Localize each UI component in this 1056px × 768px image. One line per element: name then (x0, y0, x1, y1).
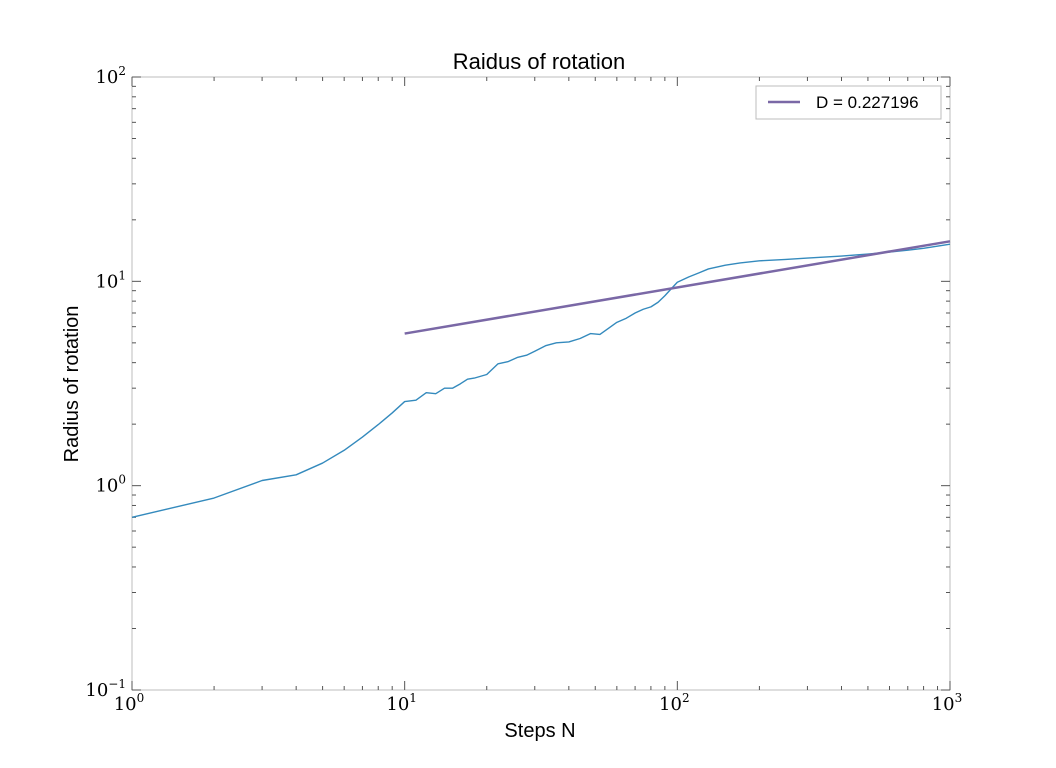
y-tick-labels: 10−1 100 101 102 (85, 64, 126, 701)
minor-ticks (132, 77, 950, 690)
y-tick-label: 102 (95, 64, 126, 88)
y-axis-label: Radius of rotation (61, 306, 83, 463)
plot-area (131, 76, 951, 691)
y-tick-label: 10−1 (85, 677, 126, 701)
y-tick-label: 101 (95, 268, 126, 292)
x-tick-label: 100 (114, 691, 145, 715)
major-ticks (131, 76, 951, 691)
x-tick-label: 101 (386, 691, 417, 715)
x-tick-label: 102 (659, 691, 690, 715)
series-layer (131, 240, 951, 519)
legend: D = 0.227196 (755, 85, 942, 120)
legend-label: D = 0.227196 (816, 93, 919, 112)
chart-title: Raidus of rotation (453, 49, 625, 74)
x-tick-label: 103 (932, 691, 963, 715)
x-tick-labels: 100 101 102 103 (114, 691, 963, 715)
data-series-line (131, 243, 951, 519)
fit-line (404, 240, 951, 335)
x-axis-label: Steps N (504, 720, 575, 742)
plot-frame (131, 76, 951, 691)
y-tick-label: 100 (95, 473, 126, 497)
